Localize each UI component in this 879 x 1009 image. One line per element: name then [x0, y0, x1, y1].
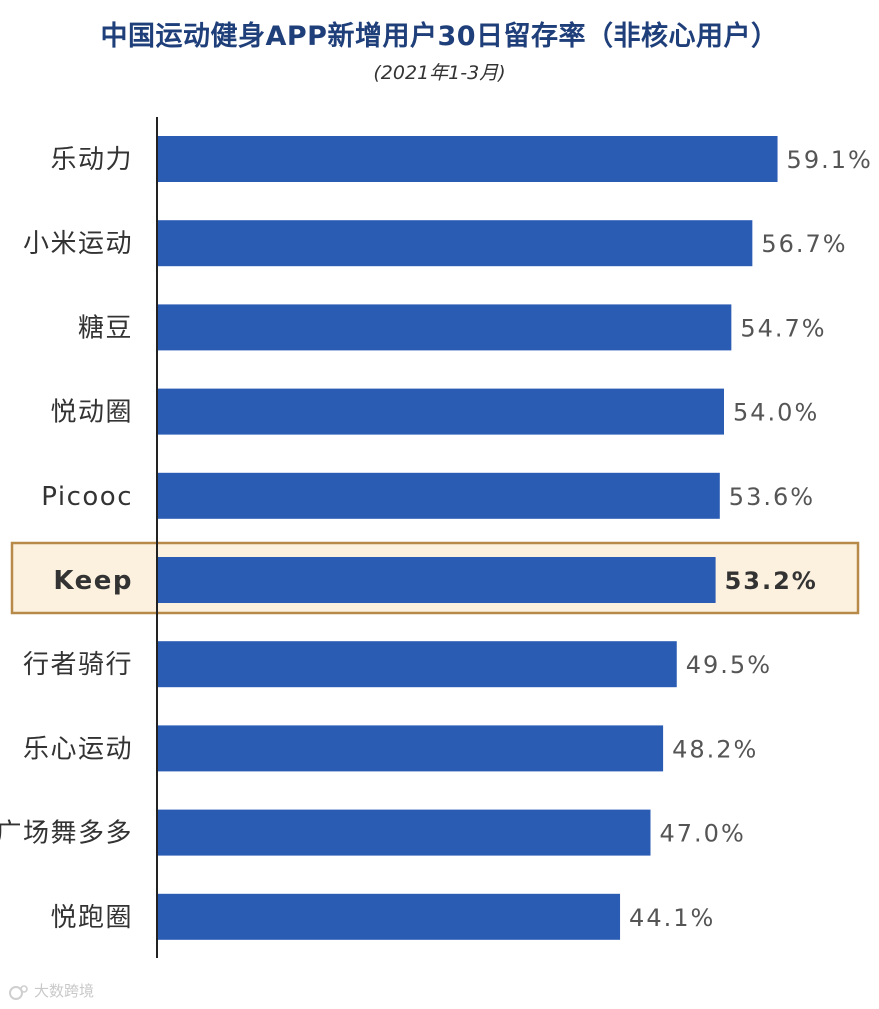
value-label-1: 56.7% — [761, 230, 847, 258]
value-label-6: 49.5% — [686, 651, 772, 679]
bar-9 — [157, 893, 621, 940]
value-label-9: 44.1% — [629, 904, 715, 932]
value-label-0: 59.1% — [787, 146, 873, 174]
category-label-0: 乐动力 — [50, 145, 133, 175]
bar-3 — [157, 388, 724, 435]
category-label-4: Picooc — [41, 482, 133, 512]
bar-5 — [157, 557, 716, 603]
value-label-4: 53.6% — [729, 483, 815, 511]
category-label-2: 糖豆 — [78, 313, 133, 343]
chart-subtitle: (2021年1-3月) — [373, 62, 506, 84]
chart-title: 中国运动健身APP新增用户30日留存率（非核心用户） — [100, 21, 779, 52]
category-label-8: 广场舞多多 — [0, 819, 133, 849]
value-label-8: 47.0% — [660, 820, 746, 848]
bar-7 — [157, 725, 664, 772]
watermark-text: 大数跨境 — [34, 982, 95, 1000]
value-label-7: 48.2% — [672, 735, 758, 763]
bar-1 — [157, 220, 753, 267]
category-label-3: 悦动圈 — [50, 398, 133, 428]
category-label-9: 悦跑圈 — [50, 903, 133, 933]
bar-4 — [157, 472, 720, 519]
bar-0 — [157, 136, 778, 182]
value-label-5: 53.2% — [725, 567, 818, 595]
category-label-7: 乐心运动 — [23, 734, 133, 764]
bar-8 — [157, 809, 651, 856]
value-label-3: 54.0% — [733, 399, 819, 427]
category-label-1: 小米运动 — [23, 229, 133, 259]
bar-6 — [157, 641, 677, 688]
category-label-5: Keep — [53, 566, 133, 596]
watermark-logo-icon — [9, 984, 28, 1000]
value-label-2: 54.7% — [740, 314, 826, 342]
bar-2 — [157, 304, 732, 351]
category-label-6: 行者骑行 — [23, 650, 133, 680]
watermark: 大数跨境 — [8, 980, 94, 1001]
